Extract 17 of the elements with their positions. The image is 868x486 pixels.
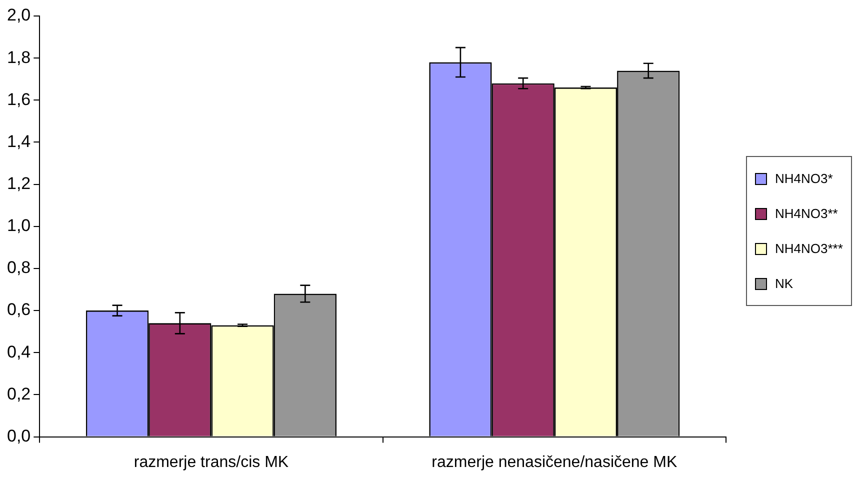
y-tick-label: 1,0 — [6, 216, 31, 236]
x-tick-label: razmerje nenasičene/nasičene MK — [432, 454, 678, 471]
legend-label: NK — [775, 276, 794, 292]
y-tick-label: 1,8 — [6, 48, 31, 67]
y-tick-label: 1,6 — [6, 90, 31, 109]
legend-label: NH4NO3** — [775, 206, 838, 222]
y-tick-label: 1,4 — [6, 132, 31, 151]
legend-label: NH4NO3*** — [775, 241, 843, 256]
y-tick-label: 0,6 — [6, 300, 31, 320]
y-tick-label: 0,4 — [6, 342, 31, 362]
y-tick-label: 2,0 — [6, 6, 31, 25]
y-tick-label: 0,0 — [6, 426, 31, 446]
x-tick-label: razmerje trans/cis MK — [134, 454, 289, 471]
y-tick-label: 0,8 — [6, 258, 31, 278]
y-tick-label: 1,2 — [6, 174, 31, 194]
y-tick-label: 0,2 — [6, 384, 31, 404]
legend-label: NH4NO3* — [775, 171, 833, 186]
